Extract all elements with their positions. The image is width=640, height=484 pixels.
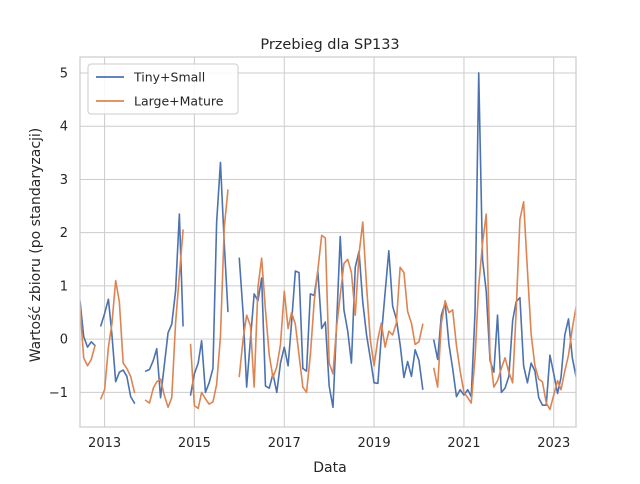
y-tick-label: 5 — [60, 66, 68, 81]
x-tick-label: 2013 — [88, 436, 121, 451]
series-line-large-mature — [189, 189, 229, 410]
y-tick-label: 3 — [60, 173, 68, 188]
legend-label: Large+Mature — [134, 94, 224, 109]
plot-area — [80, 72, 576, 411]
y-tick-label: 1 — [60, 279, 68, 294]
x-tick-label: 2021 — [447, 436, 480, 451]
y-axis-label: Wartość zbioru (po standaryzacji) — [28, 128, 44, 363]
series-line-tiny-small — [99, 298, 136, 404]
axes: −1 0 1 2 3 4 5 2013 2015 2017 2019 2021 2023 — [49, 56, 577, 451]
x-axis-label: Data — [313, 460, 346, 476]
legend: Tiny+Small Large+Mature — [87, 63, 239, 115]
series-line-large-mature — [99, 279, 136, 400]
chart-title: Przebieg dla SP133 — [260, 37, 399, 53]
y-tick-label: −1 — [49, 386, 68, 401]
series-line-tiny-small — [189, 161, 229, 396]
series-line-large-mature — [80, 306, 96, 367]
legend-label: Tiny+Small — [133, 70, 205, 85]
plot-frame — [79, 56, 577, 428]
x-tick-label: 2017 — [268, 436, 301, 451]
x-tick-label: 2015 — [178, 436, 211, 451]
series-line-tiny-small — [433, 72, 576, 406]
y-tick-label: 2 — [60, 226, 68, 241]
series-line-large-mature — [433, 201, 576, 411]
y-tick-label: 4 — [60, 120, 68, 135]
series-line-large-mature — [238, 221, 424, 394]
grid — [80, 57, 576, 427]
x-tick-label: 2023 — [537, 436, 570, 451]
series-line-large-mature — [144, 229, 184, 409]
legend-box — [87, 63, 239, 115]
series-line-tiny-small — [144, 213, 184, 399]
series-line-tiny-small — [80, 300, 96, 348]
series-line-tiny-small — [238, 235, 424, 409]
y-tick-label: 0 — [60, 333, 68, 348]
x-tick-label: 2019 — [358, 436, 391, 451]
